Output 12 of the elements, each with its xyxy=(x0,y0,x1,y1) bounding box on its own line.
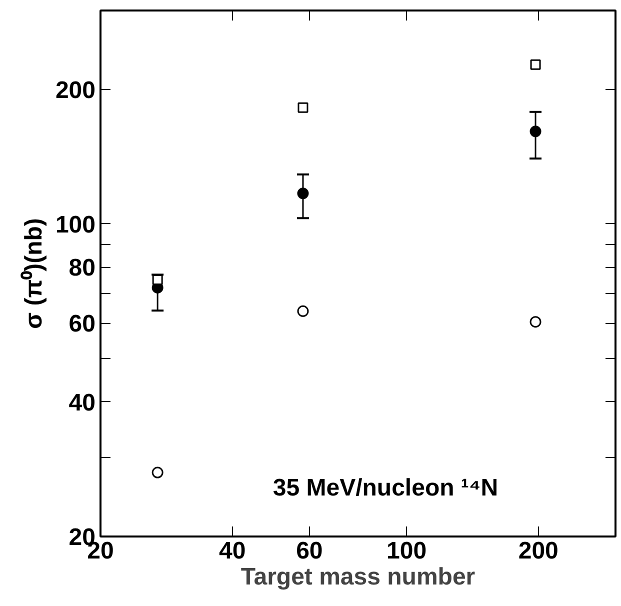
y-tick-label: 100 xyxy=(55,211,96,238)
x-tick-label: 40 xyxy=(218,538,246,564)
y-tick-label: 40 xyxy=(68,389,96,416)
y-tick-label: 60 xyxy=(68,310,96,338)
y-axis-title: σ (π⁰)(nb) xyxy=(20,218,48,329)
y-tick-label: 200 xyxy=(55,76,96,104)
annotation: 35 MeV/nucleon ¹⁴N xyxy=(272,474,498,502)
y-tick-label: 80 xyxy=(68,254,96,282)
x-tick-label: 100 xyxy=(386,538,427,564)
x-axis-title: Target mass number xyxy=(240,564,476,590)
x-tick-label: 200 xyxy=(518,538,558,564)
x-tick-label: 60 xyxy=(296,538,323,564)
